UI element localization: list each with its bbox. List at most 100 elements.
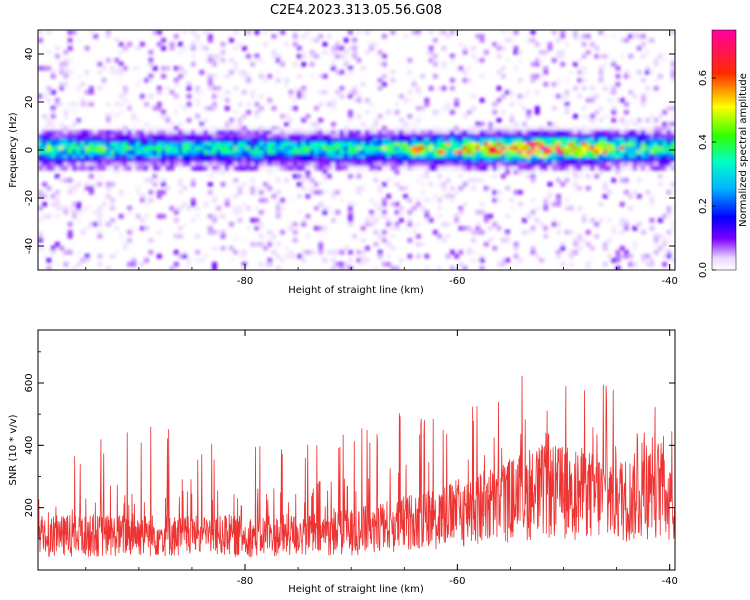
spectrogram-cell: [364, 50, 370, 55]
spectrogram-cell: [666, 206, 672, 211]
spectrogram-cell: [331, 98, 336, 103]
spectrogram-cell: [118, 162, 124, 167]
spectrogram-cell: [581, 218, 587, 223]
spectrogram-cell: [445, 138, 451, 143]
spectrogram-cell: [84, 182, 90, 187]
spectrogram-cell: [602, 158, 608, 163]
spectrogram-cell: [466, 134, 472, 139]
spectrogram-cell: [305, 154, 311, 159]
spectrogram-cell: [577, 174, 583, 179]
spectrogram-cell: [348, 90, 353, 95]
spectrogram-cell: [38, 138, 43, 143]
spectrogram-cell: [220, 50, 226, 55]
spectrogram-cell: [339, 158, 345, 163]
spectrogram-cell: [195, 134, 200, 139]
spectrogram-cell: [156, 86, 162, 91]
spectrogram-cell: [97, 138, 103, 143]
spectrogram-cell: [653, 118, 659, 123]
spectrogram-cell: [237, 130, 243, 135]
spectrogram-cell: [148, 130, 154, 135]
spectrogram-cell: [653, 126, 659, 131]
spectrogram-cell: [547, 182, 553, 187]
spectrogram-cell: [309, 142, 315, 147]
spectrogram-cell: [662, 262, 668, 267]
spectrogram-cell: [76, 38, 82, 43]
spectrogram-cell: [263, 198, 268, 203]
spectrogram-cell: [513, 50, 519, 55]
spectrogram-cell: [624, 222, 629, 227]
spectrogram-cell: [590, 42, 595, 47]
spectrogram-cell: [297, 210, 302, 215]
spectrogram-cell: [144, 166, 150, 171]
spectrogram-cell: [534, 134, 540, 139]
spectrogram-cell: [369, 42, 375, 47]
spectrogram-cell: [513, 150, 519, 155]
spectrogram-cell: [305, 138, 311, 143]
spectrogram-cell: [305, 162, 311, 167]
spectrogram-cell: [195, 258, 200, 263]
spectrogram-cell: [641, 130, 646, 135]
spectrogram-cell: [666, 166, 672, 171]
spectrogram-cell: [628, 54, 634, 59]
spectrogram-cell: [424, 138, 430, 143]
spectrogram-cell: [190, 138, 196, 143]
spectrogram-cell: [381, 166, 387, 171]
spectrogram-cell: [636, 34, 642, 39]
spectrogram-cell: [110, 158, 116, 163]
spectrogram-cell: [173, 126, 179, 131]
spectrogram-cell: [594, 162, 600, 167]
spectrogram-cell: [653, 250, 659, 255]
spectrogram-cell: [284, 166, 290, 171]
spectrogram-cell: [449, 58, 455, 63]
spectrogram-cell: [658, 174, 663, 179]
spectrogram-cell: [398, 258, 404, 263]
spectrogram-cell: [611, 158, 617, 163]
spectrogram-cell: [250, 138, 256, 143]
spectrogram-cell: [97, 70, 103, 75]
spectrogram-cell: [568, 206, 574, 211]
spectrogram-cell: [110, 182, 116, 187]
spectrogram-cell: [54, 142, 60, 147]
spectrogram-cell: [454, 146, 460, 151]
spectrogram-cell: [602, 194, 608, 199]
spectrogram-cell: [50, 162, 56, 167]
spectrogram-cell: [309, 74, 315, 79]
spectrogram-cell: [348, 94, 353, 99]
colorbar-gradient: [711, 29, 737, 271]
spectrogram-cell: [50, 138, 56, 143]
spectrogram-cell: [602, 134, 608, 139]
spectrogram-cell: [360, 226, 366, 231]
spectrogram-cell: [156, 142, 162, 147]
spectrogram-cell: [564, 142, 570, 147]
spectrogram-cell: [118, 154, 124, 159]
spectrogram-cell: [560, 62, 566, 67]
spectrogram-cell: [407, 90, 413, 95]
spectrogram-cell: [169, 266, 175, 270]
spectrogram-cell: [148, 178, 154, 183]
spectrogram-cell: [556, 82, 561, 87]
spectrogram-cell: [488, 150, 493, 155]
spectrogram-cell: [585, 158, 591, 163]
spectrogram-cell: [63, 146, 69, 151]
spectrogram-cell: [411, 226, 417, 231]
spectrogram-cell: [54, 98, 60, 103]
spectrogram-ytick-label: 0: [24, 147, 35, 153]
spectrogram-cell: [662, 146, 668, 151]
spectrogram-cell: [369, 154, 375, 159]
spectrogram-cell: [67, 158, 73, 163]
spectrogram-cell: [169, 158, 175, 163]
spectrogram-cell: [254, 186, 260, 191]
spectrogram-ytick-label: 40: [24, 48, 35, 61]
spectrogram-cell: [335, 210, 341, 215]
spectrogram-cell: [67, 222, 73, 227]
spectrogram-cell: [280, 150, 285, 155]
spectrogram-cell: [543, 198, 549, 203]
spectrogram-cell: [173, 78, 179, 83]
spectrogram-cell: [573, 134, 578, 139]
spectrogram-cell: [360, 146, 366, 151]
spectrogram-cell: [369, 158, 375, 163]
spectrogram-cell: [373, 134, 379, 139]
spectrogram-cell: [148, 58, 154, 63]
colorbar-tick-label: 0.4: [698, 134, 709, 150]
spectrogram-cell: [556, 178, 561, 183]
